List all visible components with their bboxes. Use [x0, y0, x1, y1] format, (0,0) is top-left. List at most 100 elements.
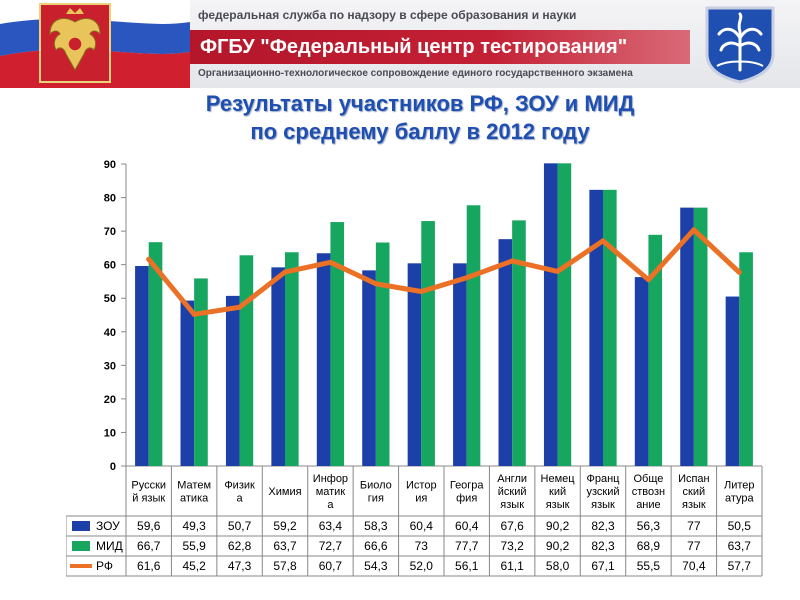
ftc-logo-icon [703, 4, 777, 84]
data-value-label: 55,5 [637, 559, 661, 573]
category-label: фия [456, 493, 477, 505]
data-value-label: 68,9 [637, 539, 661, 553]
data-value-label: 61,6 [137, 559, 161, 573]
data-value-label: 61,1 [500, 559, 524, 573]
data-value-label: 50,7 [228, 519, 252, 533]
category-label: Англи [497, 473, 527, 485]
data-value-label: 57,8 [273, 559, 297, 573]
point-rf-8 [464, 275, 470, 281]
legend-label-3: РФ [96, 559, 113, 573]
y-tick-label: 40 [104, 327, 116, 339]
y-tick-label: 60 [104, 260, 116, 272]
point-rf-4 [282, 269, 288, 275]
category-label: кий [549, 486, 566, 498]
category-label: Геогра [450, 480, 485, 492]
data-value-label: 57,7 [728, 559, 752, 573]
category-label: узский [586, 486, 619, 498]
point-rf-13 [691, 227, 697, 233]
bar-mid-3 [239, 255, 254, 466]
category-label: Испан [678, 473, 710, 485]
category-label: йский [498, 486, 527, 498]
category-label: Физик [224, 480, 255, 492]
data-value-label: 56,3 [637, 519, 661, 533]
bar-zou-5 [316, 253, 331, 466]
y-tick-label: 90 [104, 159, 116, 171]
data-value-label: 58,3 [364, 519, 388, 533]
category-label: Истор [406, 480, 437, 492]
data-value-label: 66,6 [364, 539, 388, 553]
point-rf-9 [509, 258, 515, 264]
organization-subtitle: Организационно-технологическое сопровожд… [198, 68, 633, 79]
data-value-label: 45,2 [182, 559, 206, 573]
data-value-label: 55,9 [182, 539, 206, 553]
y-tick-label: 80 [104, 193, 116, 205]
data-value-label: 67,6 [500, 519, 524, 533]
category-label: ствозн [632, 486, 665, 498]
category-label: Инфор [313, 473, 348, 485]
category-label: Обще [633, 473, 663, 485]
category-label: атика [180, 493, 209, 505]
point-rf-3 [237, 304, 243, 310]
legend-label-2: МИД [96, 539, 123, 553]
bar-zou-8 [453, 263, 467, 466]
bar-zou-7 [407, 263, 422, 466]
bar-zou-3 [225, 295, 240, 466]
point-rf-6 [373, 281, 379, 287]
headline-line-2: по среднему баллу в 2012 году [250, 119, 590, 144]
category-label: язык [682, 499, 706, 511]
data-value-label: 49,3 [182, 519, 206, 533]
bar-zou-4 [271, 267, 285, 466]
data-value-label: 90,2 [546, 519, 570, 533]
category-label: атура [725, 493, 755, 505]
data-value-label: 63,7 [273, 539, 297, 553]
data-value-label: 59,6 [137, 519, 161, 533]
category-label: й язык [132, 493, 165, 505]
chart-headline: Результаты участников РФ, ЗОУ и МИД по с… [0, 90, 800, 146]
y-tick-label: 10 [104, 427, 116, 439]
bar-zou-9 [498, 239, 513, 466]
bar-mid-7 [421, 221, 435, 466]
bar-zou-10 [543, 163, 558, 466]
point-rf-11 [600, 238, 606, 244]
data-value-label: 82,3 [591, 519, 615, 533]
bar-mid-1 [148, 242, 163, 466]
data-value-label: 47,3 [228, 559, 252, 573]
data-value-label: 72,7 [319, 539, 343, 553]
point-rf-14 [736, 269, 742, 275]
point-rf-10 [555, 268, 561, 274]
bar-mid-8 [466, 205, 481, 467]
title-bar: ФГБУ "Федеральный центр тестирования" [190, 30, 690, 64]
russian-flag-emblem [0, 0, 190, 88]
bar-zou-2 [180, 300, 195, 466]
data-value-label: 90,2 [546, 539, 570, 553]
y-tick-label: 0 [110, 461, 116, 473]
bar-zou-1 [135, 266, 149, 466]
point-rf-5 [327, 259, 333, 265]
point-rf-12 [645, 277, 651, 283]
bar-zou-14 [725, 296, 740, 466]
bar-zou-13 [680, 207, 694, 466]
data-value-label: 60,4 [455, 519, 479, 533]
legend-key-2 [72, 541, 90, 551]
data-value-label: 60,7 [319, 559, 343, 573]
header-banner: федеральная служба по надзору в сфере об… [0, 0, 800, 88]
y-tick-label: 70 [104, 226, 116, 238]
y-tick-label: 30 [104, 360, 116, 372]
data-value-label: 63,7 [728, 539, 752, 553]
category-label: а [327, 499, 334, 511]
headline-line-1: Результаты участников РФ, ЗОУ и МИД [205, 91, 635, 116]
data-value-label: 54,3 [364, 559, 388, 573]
category-label: Немец [541, 473, 576, 485]
organization-title: ФГБУ "Федеральный центр тестирования" [200, 36, 628, 58]
data-value-label: 60,4 [410, 519, 434, 533]
legend-key-1 [72, 521, 90, 531]
category-label: ия [415, 493, 427, 505]
data-value-label: 77 [687, 539, 701, 553]
bar-mid-2 [194, 278, 208, 466]
bar-mid-6 [375, 242, 390, 466]
point-rf-1 [146, 256, 152, 262]
data-value-label: 73,2 [500, 539, 524, 553]
data-value-label: 77 [687, 519, 701, 533]
bar-mid-11 [603, 189, 617, 466]
